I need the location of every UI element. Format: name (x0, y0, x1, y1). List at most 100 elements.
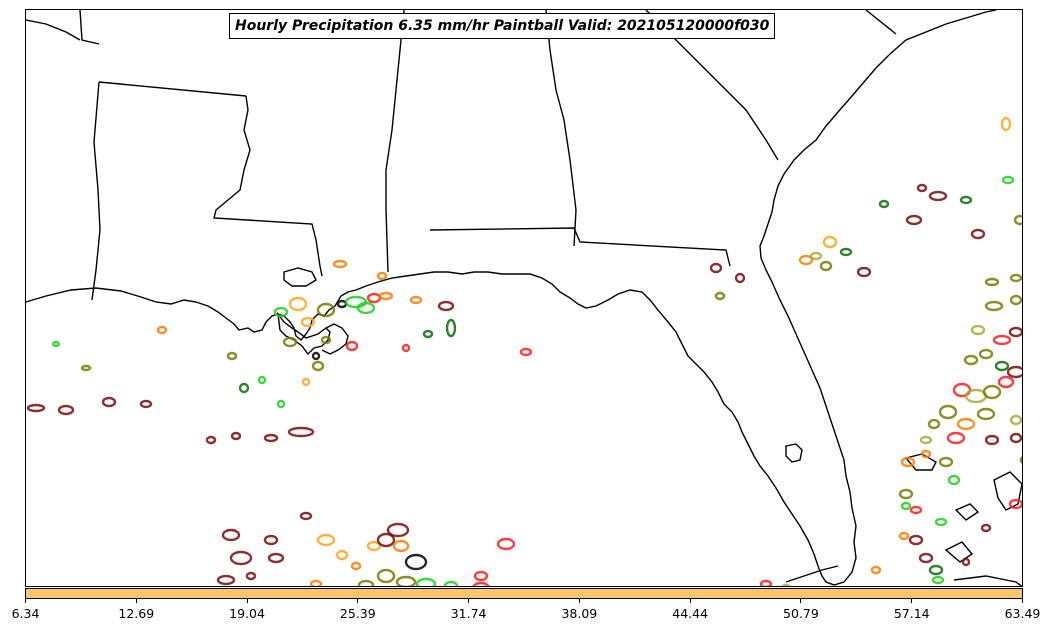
colorbar-tick-label: 57.14 (893, 606, 930, 621)
precip-blob (378, 291, 394, 301)
precip-blob (376, 532, 396, 548)
precip-blob (898, 531, 910, 541)
precip-blob (1009, 432, 1022, 444)
precip-blob (221, 528, 241, 542)
colorbar-tick-label: 12.69 (118, 606, 155, 621)
precip-blob (714, 291, 726, 301)
precip-blob (908, 534, 924, 546)
precip-blob (356, 301, 376, 315)
precip-blob (287, 426, 315, 438)
colorbar-tick (246, 599, 248, 603)
precip-blob (472, 581, 490, 586)
precip-blob (1000, 116, 1012, 132)
precip-blob (57, 404, 75, 416)
precip-blob (226, 351, 238, 361)
precip-blob (263, 433, 279, 443)
precip-blob (900, 456, 916, 468)
precip-blob (300, 316, 316, 328)
precip-blob (997, 375, 1015, 389)
precip-blob (257, 375, 267, 385)
precip-blob (366, 540, 382, 552)
precip-blob (401, 343, 411, 353)
precip-blob (984, 300, 1004, 312)
colorbar-tick-label: 63.49 (1004, 606, 1041, 621)
precip-blob (366, 292, 382, 304)
colorbar-tick (911, 599, 913, 603)
precip-blob (276, 399, 286, 409)
precip-blob (839, 247, 853, 257)
precip-blob (392, 539, 410, 553)
precip-blob (947, 474, 961, 486)
precip-blob (216, 574, 236, 586)
precip-blob (856, 266, 872, 278)
precip-blob (344, 295, 368, 309)
border-alabama-georgia (545, 10, 577, 247)
precip-blob (51, 340, 61, 348)
colorbar-tick-label: 25.39 (339, 606, 376, 621)
precip-blob (928, 190, 948, 202)
map-canvas (26, 10, 1022, 586)
precip-blob (934, 517, 948, 527)
border-texas-oklahoma (79, 10, 100, 45)
precip-blob (301, 377, 311, 387)
precip-blob (316, 302, 336, 318)
precip-blob (273, 306, 289, 318)
precip-blob (386, 522, 410, 538)
colorbar-tick-label: 50.79 (783, 606, 819, 621)
precip-blob (1006, 365, 1022, 379)
precip-blob (959, 195, 973, 205)
precip-blob (282, 336, 298, 348)
island-cuba-tip (953, 575, 1022, 586)
coastline-and-borders (26, 10, 1022, 586)
lake-pontchartrain (283, 267, 317, 287)
precip-blob (139, 399, 153, 409)
precip-blob (919, 435, 933, 445)
precip-blob (1013, 214, 1022, 226)
precip-blob (984, 277, 1000, 287)
florida-keys (785, 565, 839, 583)
precip-blob (994, 360, 1010, 372)
precip-blob (156, 325, 168, 335)
precip-blob (970, 324, 986, 336)
precip-blob (980, 523, 992, 533)
precip-blob (350, 561, 362, 571)
precip-blob (415, 577, 437, 586)
precip-blob (336, 299, 348, 309)
precip-blob (984, 434, 1000, 446)
colorbar-tick (1022, 599, 1023, 603)
precip-blob (288, 296, 308, 312)
precip-blob (938, 456, 954, 468)
colorbar-tick-label: 44.44 (672, 606, 709, 621)
precip-blob (357, 579, 375, 586)
precip-blob (978, 348, 994, 360)
colorbar-tick (135, 599, 137, 603)
precip-blob (956, 417, 976, 431)
precip-blob (809, 251, 823, 261)
precip-blob (395, 575, 417, 586)
precip-blob (409, 295, 423, 305)
map-panel (25, 9, 1023, 587)
precip-blob (982, 384, 1002, 400)
precip-blob (309, 579, 323, 586)
precip-blob (992, 334, 1012, 346)
map-title: Hourly Precipitation 6.35 mm/hr Paintbal… (229, 13, 776, 39)
precip-blob (445, 318, 457, 338)
precip-blob (230, 431, 242, 441)
precip-blob (332, 259, 348, 269)
precip-blob (1019, 456, 1022, 464)
precip-blob (905, 214, 923, 226)
precip-blob (946, 431, 966, 445)
precip-blob (229, 550, 253, 566)
border-louisiana-arkansas (91, 81, 101, 301)
colorbar-tick (578, 599, 580, 603)
bahamas-island-1 (904, 453, 937, 471)
colorbar-tick-label: 6.34 (11, 606, 40, 621)
precip-blob (870, 565, 882, 575)
precip-blob (759, 579, 773, 586)
precip-blob (898, 488, 914, 500)
border-mississippi-river (213, 95, 323, 277)
precip-blob (437, 300, 455, 312)
precip-blob (335, 549, 349, 561)
precip-blob (263, 534, 279, 546)
precip-blob (976, 407, 996, 421)
